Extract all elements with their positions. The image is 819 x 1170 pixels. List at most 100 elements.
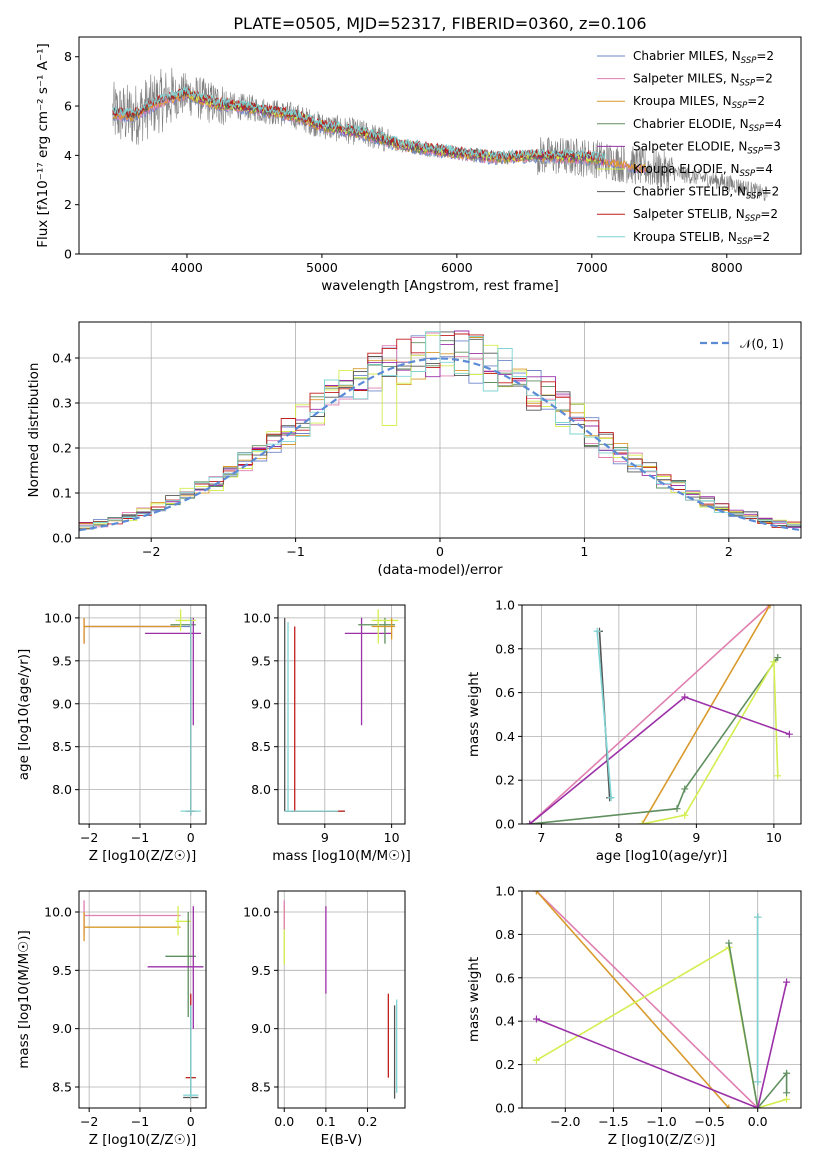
y-tick-label: 10.0 <box>44 610 72 625</box>
x-tick-label: −0.5 <box>694 1114 724 1129</box>
y-tick-label: 9.0 <box>251 696 271 711</box>
legend-label: Chabrier MILES, NSSP=2 <box>633 49 774 66</box>
y-tick-label: 0.6 <box>495 970 515 985</box>
weight-line <box>596 631 612 798</box>
weight-line <box>536 981 788 1108</box>
y-tick-label: 0.2 <box>52 441 72 456</box>
weight-marker <box>785 730 793 738</box>
x-tick-label: −2 <box>142 544 160 559</box>
spectrum-frame <box>78 36 802 255</box>
mass_vs_Z-plot-area <box>79 891 206 1108</box>
weight-marker <box>754 1078 762 1086</box>
mass_vs_Z-xlabel: Z [log10(Z/Z☉)] <box>89 1132 197 1148</box>
y-tick-label: 0.2 <box>495 773 515 788</box>
residuals-xlabel: (data-model)/error <box>377 562 503 578</box>
residuals-plot-area <box>79 322 801 538</box>
mass_vs_ebv-frame <box>277 890 406 1109</box>
weight_vs_age-plot-area <box>522 605 801 824</box>
spectrum-plot-area <box>112 67 768 201</box>
x-tick-label: 8 <box>615 830 623 845</box>
age_vs_Z-xlabel: Z [log10(Z/Z☉)] <box>89 848 197 864</box>
x-tick-label: −1 <box>131 1114 149 1129</box>
x-tick-label: −1.0 <box>646 1114 676 1129</box>
weight-marker <box>774 654 782 662</box>
weight-marker <box>607 794 615 802</box>
age_vs_mass-xlabel: mass [log10(M/M☉)] <box>272 848 411 864</box>
spectrum-xlabel: wavelength [Angstrom, rest frame] <box>321 278 559 294</box>
mass_vs_ebv-xlabel: E(B-V) <box>321 1132 363 1148</box>
x-tick-label: 0.2 <box>358 1114 378 1129</box>
weight-line <box>535 891 759 1108</box>
y-tick-label: 0.0 <box>495 1101 515 1116</box>
y-tick-label: 6 <box>64 99 72 114</box>
weight-marker <box>770 658 778 666</box>
weight-line <box>641 605 771 824</box>
y-tick-label: 0.0 <box>495 817 515 832</box>
x-tick-label: −2.0 <box>550 1114 580 1129</box>
x-tick-label: −2 <box>80 830 98 845</box>
y-tick-label: 4 <box>64 148 72 163</box>
weight-marker <box>783 1089 791 1097</box>
x-tick-label: 7000 <box>576 260 608 275</box>
legend-label: 𝒩(0, 1) <box>740 337 784 351</box>
y-tick-label: 1.0 <box>495 884 515 899</box>
age_vs_mass-plot-area <box>278 605 405 824</box>
legend-label: Salpeter ELODIE, NSSP=3 <box>633 139 781 156</box>
y-tick-label: 0.0 <box>52 531 72 546</box>
x-tick-label: 7 <box>537 830 545 845</box>
spectrum-ylabel: Flux [fλ10⁻¹⁷ erg cm⁻² s⁻¹ A⁻¹] <box>35 43 51 248</box>
weight-marker <box>725 1104 733 1108</box>
weight_vs_age-ylabel: mass weight <box>466 672 482 757</box>
y-tick-label: 10.0 <box>243 610 271 625</box>
legend-label: Kroupa STELIB, NSSP=2 <box>633 230 770 247</box>
x-tick-label: 0.0 <box>748 1114 768 1129</box>
weight_vs_age-xlabel: age [log10(age/yr)] <box>596 848 728 864</box>
y-tick-label: 9.5 <box>251 963 271 978</box>
mass_vs_Z-frame <box>78 890 207 1109</box>
y-tick-label: 0.6 <box>495 685 515 700</box>
weight_vs_age-frame <box>521 604 802 825</box>
weight-marker <box>526 820 534 824</box>
y-tick-label: 0.1 <box>52 486 72 501</box>
y-tick-label: 0.4 <box>52 351 72 366</box>
x-tick-label: −1 <box>131 830 149 845</box>
y-tick-label: 2 <box>64 197 72 212</box>
spectrum-data-line <box>112 67 768 201</box>
weight_vs_Z-xlabel: Z [log10(Z/Z☉)] <box>608 1132 716 1148</box>
weight-marker <box>783 1095 791 1103</box>
figure-title: PLATE=0505, MJD=52317, FIBERID=0360, z=0… <box>233 14 646 33</box>
weight-marker <box>681 811 689 819</box>
y-tick-label: 9.5 <box>52 653 72 668</box>
histogram-step <box>79 331 801 527</box>
weight-marker <box>593 627 601 635</box>
gaussian-curve <box>79 357 801 532</box>
x-tick-label: 9 <box>692 830 700 845</box>
weight-marker <box>774 772 782 780</box>
age_vs_Z-frame <box>78 604 207 825</box>
weight-marker <box>754 1104 762 1108</box>
weight-marker <box>783 1069 791 1077</box>
legend-label: Chabrier STELIB, NSSP=2 <box>633 185 779 202</box>
y-tick-label: 9.5 <box>52 963 72 978</box>
weight_vs_Z-ylabel: mass weight <box>466 957 482 1042</box>
y-tick-label: 10.0 <box>243 905 271 920</box>
weight-marker <box>754 913 762 921</box>
age_vs_mass-frame <box>277 604 406 825</box>
weight_vs_Z-plot-area <box>522 891 801 1108</box>
weight-line <box>529 657 779 824</box>
x-tick-label: 6000 <box>441 260 473 275</box>
legend-label: Kroupa ELODIE, NSSP=4 <box>633 162 773 179</box>
weight-marker <box>681 693 689 701</box>
x-tick-label: −2 <box>80 1114 98 1129</box>
y-tick-label: 0.8 <box>495 927 515 942</box>
y-tick-label: 9.0 <box>251 1021 271 1036</box>
weight-marker <box>532 891 540 895</box>
y-tick-label: 0.2 <box>495 1057 515 1072</box>
y-tick-label: 8.5 <box>251 739 271 754</box>
age_vs_Z-plot-area <box>79 605 206 824</box>
weight-marker <box>766 605 774 609</box>
weight-line <box>728 942 788 1108</box>
weight-marker <box>673 805 681 813</box>
